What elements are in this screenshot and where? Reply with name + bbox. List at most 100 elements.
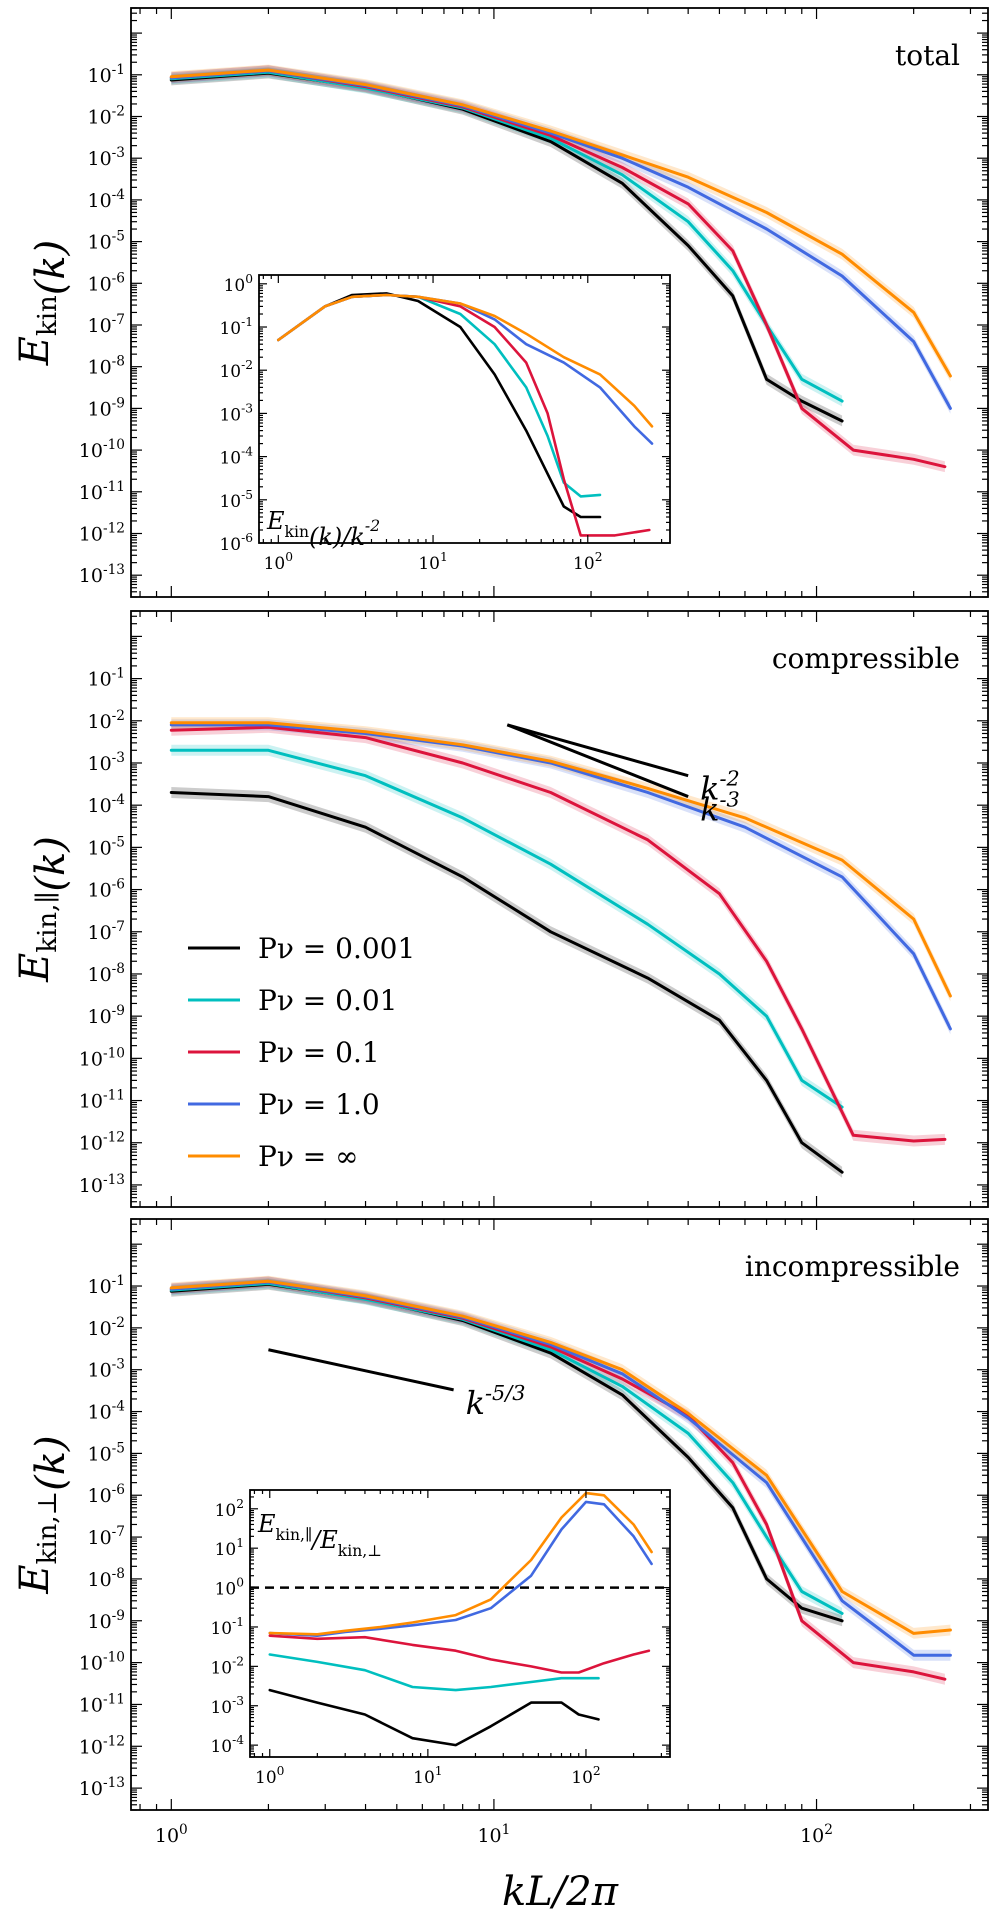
series-layer: [169, 1275, 952, 1685]
panel-compressible-ytick-label: 10-13: [79, 1172, 125, 1197]
panel-total-ytick-label: 10-2: [87, 104, 125, 129]
panel-total-ytick-label: 10-12: [79, 520, 125, 545]
inset-total-xtick-label: 102: [573, 550, 602, 574]
panel-incompressible-ytick-label: 10-12: [79, 1733, 125, 1758]
panel-incompressible-ytick-label: 10-13: [79, 1775, 125, 1800]
ylabel-total: Ekin(k): [12, 240, 74, 366]
inset-incompressible-ytick-label: 10-1: [210, 1615, 244, 1639]
inset-incompressible-xtick-label: 100: [255, 1764, 284, 1788]
panel-compressible-background: [131, 611, 988, 1207]
panel-compressible-ytick-label: 10-7: [87, 919, 125, 944]
panel-compressible-ytick-label: 10-10: [79, 1045, 125, 1070]
inset-title-incompressible: Ekin,∥/Ekin,⊥: [257, 1510, 382, 1560]
panel-compressible-ytick-label: 10-11: [79, 1088, 125, 1113]
ylabel-incompressible: Ekin,⊥(k): [12, 1435, 74, 1594]
panel-incompressible-ytick-label: 10-11: [79, 1691, 125, 1716]
series-line-Pν = ∞: [277, 293, 654, 428]
inset-total-xtick-label: 100: [264, 550, 293, 574]
panel-incompressible-ytick-label: 10-8: [87, 1566, 125, 1591]
inset-total: 100 10-1 10-2 10-3 10-4 10-5 10-6 100 101 102 Ekin…: [219, 272, 671, 574]
panel-incompressible-ytick-label: 10-3: [87, 1357, 125, 1382]
panel-incompressible-ytick-label: 10-1: [87, 1273, 125, 1298]
inset-total-background: [259, 275, 670, 543]
slope-guide-k^-3: [506, 723, 689, 798]
series-line-Pν = 0.1: [169, 725, 947, 1143]
inset-incompressible-ytick-label: 10-4: [210, 1733, 244, 1757]
ylabel-compressible: Ekin,∥(k): [12, 836, 74, 983]
series-layer: [169, 717, 952, 1178]
inset-incompressible-ytick-label: 10-3: [210, 1694, 244, 1718]
legend: Pν = 0.001 Pν = 0.01 Pν = 0.1 Pν = 1.0 Pν = …: [188, 932, 415, 1173]
inset-total-ytick-label: 10-6: [219, 531, 253, 555]
inset-incompressible: 102 101 100 10-1 10-2 10-3 10-4 100 101 102 Ekin,∥…: [210, 1489, 671, 1788]
panel-incompressible-ytick-label: 10-6: [87, 1482, 125, 1507]
panel-incompressible-xtick-label: 102: [800, 1822, 833, 1847]
inset-incompressible-xtick-label: 101: [413, 1764, 442, 1788]
series-line-Pν = 0.001: [277, 292, 602, 519]
panel-total-ytick-label: 10-6: [87, 270, 125, 295]
panel-incompressible-ytick-label: 10-5: [87, 1440, 125, 1465]
panel-compressible-ytick-label: 10-12: [79, 1130, 125, 1155]
inset-incompressible-xtick-label: 102: [571, 1764, 600, 1788]
inset-total-ytick-label: 10-3: [219, 401, 253, 425]
series-line-Pν = 1.0: [169, 723, 952, 1031]
panel-total-ytick-label: 10-11: [79, 479, 125, 504]
panel-compressible-ytick-label: 10-2: [87, 708, 125, 733]
inset-incompressible-ytick-label: 10-2: [210, 1654, 244, 1678]
slope-label-k^-5/3: k-5/3: [466, 1381, 526, 1422]
panel-total-ytick-label: 10-5: [87, 229, 125, 254]
slope-guide-k^-5/3: [268, 1348, 454, 1392]
series-line-Pν = ∞: [169, 721, 952, 998]
legend-label: Pν = 1.0: [258, 1088, 380, 1121]
legend-label: Pν = 0.001: [258, 932, 415, 965]
inset-title-total: Ekin(k)/k-2: [266, 507, 380, 551]
panel-incompressible-ytick-label: 10-9: [87, 1608, 125, 1633]
panel-incompressible-ytick-label: 10-7: [87, 1524, 125, 1549]
inset-total-frame: [258, 274, 671, 544]
panel-incompressible-ytick-label: 10-2: [87, 1315, 125, 1340]
legend-label: Pν = 0.01: [258, 984, 397, 1017]
panel-compressible-ytick-label: 10-3: [87, 750, 125, 775]
inset-incompressible-ytick-label: 102: [215, 1497, 244, 1521]
slope-guide-k^-2: [506, 723, 689, 778]
band-Pν = ∞: [171, 64, 951, 382]
panel-total-ytick-label: 10-9: [87, 395, 125, 420]
xlabel: kL/2π: [502, 1869, 619, 1915]
inset-total-ytick-label: 10-1: [219, 315, 253, 339]
inset-total-ytick-label: 10-2: [219, 358, 253, 382]
inset-incompressible-ytick-label: 100: [215, 1576, 244, 1600]
inset-incompressible-ytick-label: 101: [215, 1536, 244, 1560]
series-line-Pν = ∞: [169, 1279, 952, 1635]
panel-incompressible-xtick-label: 100: [155, 1822, 188, 1847]
inset-total-ytick-label: 10-4: [219, 445, 253, 469]
inset-total-ytick-label: 10-5: [219, 488, 253, 512]
panel-incompressible-ytick-label: 10-4: [87, 1399, 125, 1424]
series-line-Pν = ∞: [268, 1491, 653, 1636]
series-layer: [268, 1491, 653, 1747]
series-line-Pν = 0.1: [268, 1634, 651, 1674]
panel-total-ytick-label: 10-7: [87, 312, 125, 337]
inset-incompressible-frame: [249, 1489, 671, 1758]
slope-label-k^-3: k-3: [700, 788, 740, 829]
panel-compressible-ytick-label: 10-4: [87, 792, 125, 817]
inset-incompressible-background: [250, 1490, 670, 1757]
panel-label-incompressible: incompressible: [745, 1250, 960, 1283]
legend-label: Pν = 0.1: [258, 1036, 380, 1069]
panel-compressible-ytick-label: 10-6: [87, 877, 125, 902]
panel-incompressible-ytick-label: 10-10: [79, 1650, 125, 1675]
panel-incompressible-frame: [130, 1218, 989, 1811]
series-line-Pν = 0.01: [169, 748, 844, 1109]
panel-total-ytick-label: 10-1: [87, 62, 125, 87]
panel-compressible-ytick-label: 10-9: [87, 1003, 125, 1028]
series-line-Pν = 0.01: [268, 1653, 600, 1692]
series-line-Pν = 0.001: [169, 791, 844, 1174]
panel-compressible-ytick-label: 10-1: [87, 666, 125, 691]
panel-incompressible-xtick-label: 101: [477, 1822, 510, 1847]
series-line-Pν = ∞: [169, 68, 952, 378]
panel-total-ytick-label: 10-3: [87, 145, 125, 170]
series-layer: [169, 64, 952, 473]
panel-total-frame: [130, 7, 989, 598]
panel-compressible-ytick-label: 10-5: [87, 834, 125, 859]
panel-total-ytick-label: 10-8: [87, 354, 125, 379]
